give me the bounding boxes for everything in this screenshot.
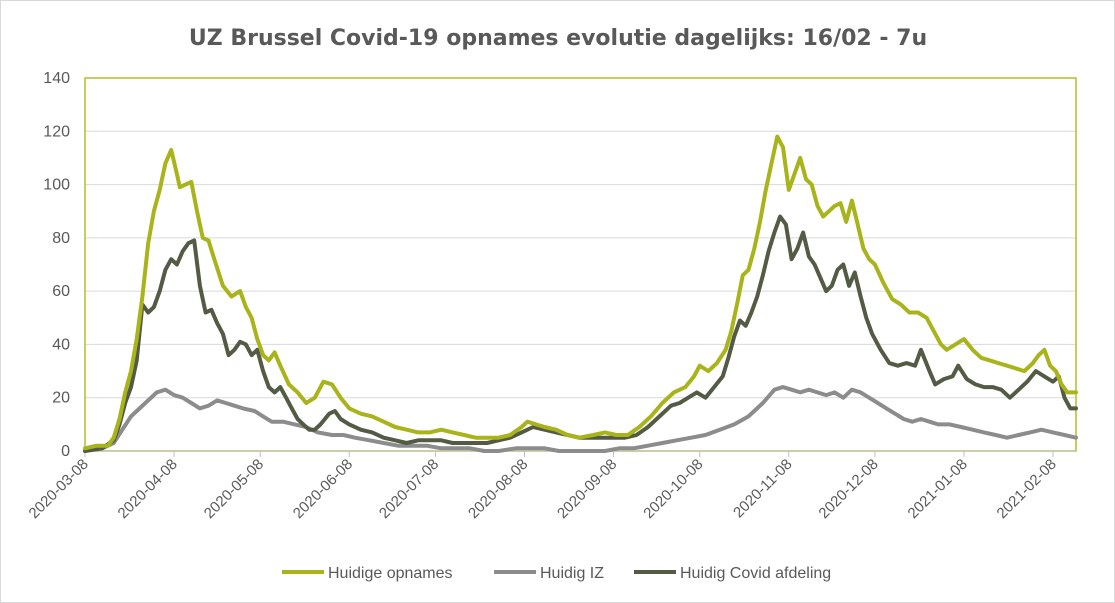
x-tick-label: 2020-12-08: [815, 456, 881, 522]
legend-label: Huidig Covid afdeling: [680, 565, 831, 582]
plot-area-border: [84, 77, 1077, 452]
x-tick-label: 2021-01-08: [905, 456, 971, 522]
x-tick-label: 2020-08-08: [465, 456, 531, 522]
x-tick-label: 2020-06-08: [290, 456, 356, 522]
series-line-0: [83, 134, 1078, 451]
series-line-1: [83, 385, 1078, 453]
y-tick-label: 120: [43, 123, 70, 140]
legend-label: Huidige opnames: [328, 565, 453, 582]
y-tick-label: 40: [52, 336, 70, 353]
series-line-2: [83, 214, 1078, 453]
y-tick-label: 80: [52, 230, 70, 247]
legend-label: Huidig IZ: [540, 565, 604, 582]
y-tick-label: 20: [52, 390, 70, 407]
x-tick-label: 2020-11-08: [730, 456, 795, 521]
x-tick-label: 2020-04-08: [115, 456, 181, 522]
x-tick-label: 2020-09-08: [554, 456, 620, 522]
chart-title: UZ Brussel Covid-19 opnames evolutie dag…: [189, 26, 927, 51]
series-lines: [83, 134, 1078, 453]
x-axis-ticks: 2020-03-08 2020-04-08 2020-05-08 2020-06-08…: [26, 450, 1076, 522]
y-tick-label: 140: [43, 70, 70, 87]
y-axis-ticks: 0 20 40 60 80 100 120 140: [43, 70, 70, 460]
x-tick-label: 2020-07-08: [376, 456, 442, 522]
x-tick-label: 2020-10-08: [640, 456, 706, 522]
legend: Huidige opnames Huidig IZ Huidig Covid afd…: [282, 565, 831, 582]
x-tick-label: 2021-02-08: [994, 456, 1060, 522]
gridlines: [85, 130, 1076, 399]
x-tick-label: 2020-03-08: [26, 456, 92, 522]
y-tick-label: 0: [61, 443, 70, 460]
y-tick-label: 60: [52, 283, 70, 300]
y-tick-label: 100: [43, 177, 70, 194]
x-tick-label: 2020-05-08: [201, 456, 267, 522]
